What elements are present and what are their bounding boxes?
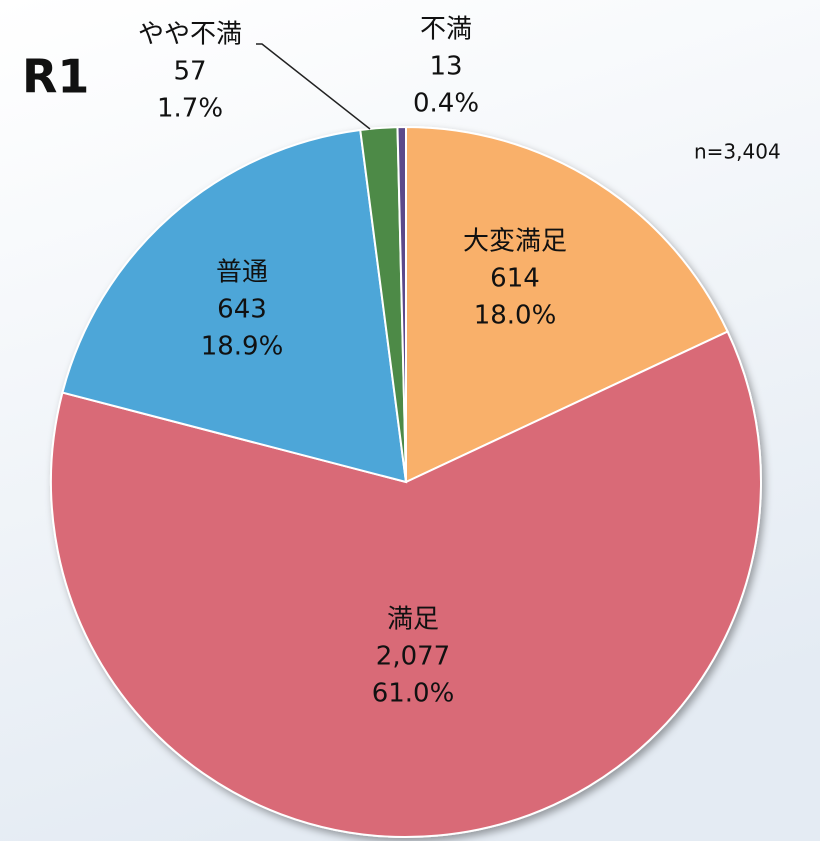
pie-slice — [50, 330, 762, 838]
value-label: 2,077 — [376, 642, 450, 672]
pie-slice — [405, 125, 729, 484]
value-label: 614 — [490, 264, 540, 294]
percent-label: 61.0% — [372, 679, 455, 709]
percent-label: 1.7% — [157, 94, 223, 124]
pie-slice — [396, 125, 407, 483]
percent-label: 18.9% — [201, 332, 284, 362]
slice-label: 大変満足 — [463, 227, 567, 257]
value-label: 13 — [429, 52, 462, 82]
slice-label: やや不満 — [138, 20, 242, 50]
chart-title: R1 — [22, 50, 89, 104]
slice-label: 普通 — [216, 258, 268, 288]
slice-label: 不満 — [420, 15, 472, 45]
annotation: n=3,404 — [694, 140, 781, 164]
percent-label: 18.0% — [474, 301, 557, 331]
value-label: 57 — [173, 57, 206, 87]
pie — [50, 125, 762, 838]
percent-label: 0.4% — [413, 89, 479, 119]
slice-label: 満足 — [387, 605, 439, 635]
value-label: 643 — [217, 295, 267, 325]
leader-line — [256, 43, 371, 130]
pie-slice — [61, 128, 408, 484]
